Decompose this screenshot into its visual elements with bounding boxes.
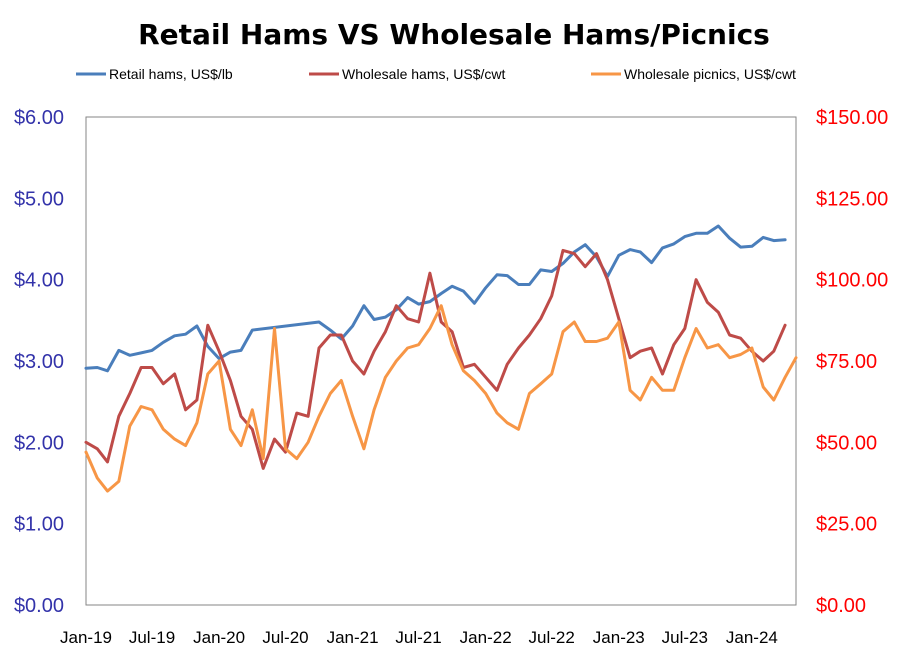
y-left-tick-label: $3.00 bbox=[14, 351, 64, 373]
legend-label: Retail hams, US$/lb bbox=[109, 66, 233, 82]
x-tick-label: Jul-22 bbox=[529, 628, 575, 647]
plot-frame bbox=[85, 116, 797, 606]
x-axis: Jan-19 Jul-19 Jan-20 Jul-20 Jan-21 Jul-21 Jan-… bbox=[60, 628, 778, 647]
legend-label: Wholesale picnics, US$/cwt bbox=[624, 66, 796, 82]
y-right-tick-label: $0.00 bbox=[816, 595, 866, 617]
y-right-tick-label: $75.00 bbox=[816, 351, 877, 373]
y-right-tick-label: $100.00 bbox=[816, 270, 888, 292]
series-line-3 bbox=[84, 304, 798, 493]
y-left-tick-label: $4.00 bbox=[14, 270, 64, 292]
y-left-tick-label: $0.00 bbox=[14, 595, 64, 617]
x-tick-label: Jan-20 bbox=[193, 628, 245, 647]
legend-label: Wholesale hams, US$/cwt bbox=[342, 66, 506, 82]
series-line-2 bbox=[84, 248, 787, 470]
right-axis: $0.00 $25.00 $50.00 $75.00 $100.00 $125.00 $15… bbox=[816, 107, 888, 617]
y-left-tick-label: $5.00 bbox=[14, 188, 64, 210]
y-right-tick-label: $150.00 bbox=[816, 107, 888, 129]
x-tick-label: Jul-20 bbox=[262, 628, 308, 647]
x-tick-label: Jan-19 bbox=[60, 628, 112, 647]
x-tick-label: Jan-24 bbox=[726, 628, 778, 647]
x-tick-label: Jul-19 bbox=[129, 628, 175, 647]
y-left-tick-label: $2.00 bbox=[14, 432, 64, 454]
y-right-tick-label: $125.00 bbox=[816, 188, 888, 210]
y-right-tick-label: $25.00 bbox=[816, 514, 877, 536]
x-tick-label: Jan-22 bbox=[460, 628, 512, 647]
x-tick-label: Jan-21 bbox=[327, 628, 379, 647]
x-tick-label: Jan-23 bbox=[593, 628, 645, 647]
y-left-tick-label: $1.00 bbox=[14, 514, 64, 536]
x-tick-label: Jul-21 bbox=[395, 628, 441, 647]
series-line-1 bbox=[84, 224, 787, 373]
left-axis: $0.00 $1.00 $2.00 $3.00 $4.00 $5.00 $6.00 bbox=[14, 107, 64, 617]
legend: Retail hams, US$/lb Wholesale hams, US$/c… bbox=[76, 66, 796, 82]
chart-title: Retail Hams VS Wholesale Hams/Picnics bbox=[138, 18, 770, 51]
x-tick-label: Jul-23 bbox=[662, 628, 708, 647]
y-left-tick-label: $6.00 bbox=[14, 107, 64, 129]
series-group bbox=[84, 224, 798, 493]
y-right-tick-label: $50.00 bbox=[816, 432, 877, 454]
